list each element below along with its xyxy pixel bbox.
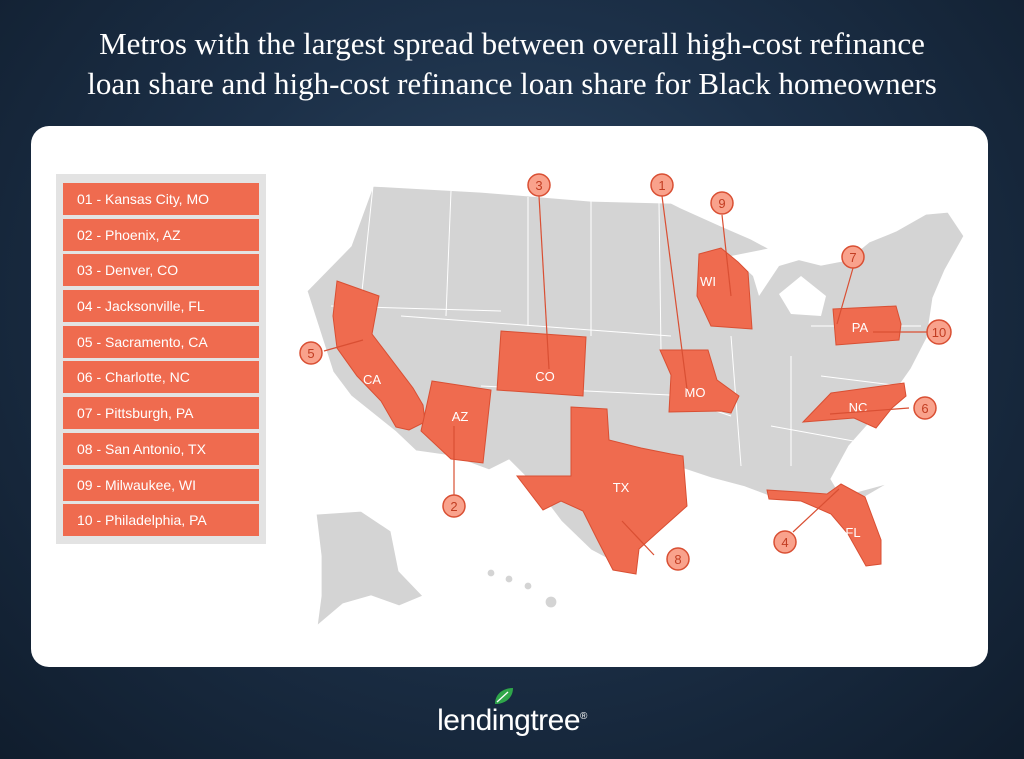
legend-item-9: 09 - Milwaukee, WI (63, 468, 259, 501)
hawaii-island-3 (523, 581, 533, 591)
hawaii-island-4 (544, 595, 558, 609)
alaska-shape (315, 510, 424, 627)
legend-item-2: 02 - Phoenix, AZ (63, 218, 259, 251)
title-line-1: Metros with the largest spread between o… (99, 26, 925, 61)
state-az (420, 380, 492, 464)
state-mo (659, 349, 740, 414)
marker-3-label: 3 (535, 178, 542, 193)
marker-1: 1 (650, 173, 674, 197)
lendingtree-logo: lendingtree® (0, 704, 1024, 738)
state-label-co: CO (535, 369, 555, 384)
legend-item-3: 03 - Denver, CO (63, 254, 259, 287)
marker-1-label: 1 (658, 178, 665, 193)
great-lakes (731, 244, 826, 316)
legend-item-7: 07 - Pittsburgh, PA (63, 397, 259, 430)
marker-9-label: 9 (718, 196, 725, 211)
marker-8: 8 (666, 547, 690, 571)
marker-5-label: 5 (307, 346, 314, 361)
legend-item-6: 06 - Charlotte, NC (63, 361, 259, 394)
marker-7: 7 (841, 245, 865, 269)
marker-6: 6 (913, 396, 937, 420)
state-label-mo: MO (685, 385, 706, 400)
state-label-wi: WI (700, 274, 716, 289)
marker-2-label: 2 (450, 499, 457, 514)
state-nc (801, 382, 907, 429)
marker-3: 3 (527, 173, 551, 197)
legend-item-10: 10 - Philadelphia, PA (63, 504, 259, 537)
legend-item-8: 08 - San Antonio, TX (63, 432, 259, 465)
state-ca (332, 280, 426, 431)
logo-text: lendingtree (437, 704, 581, 737)
state-tx (515, 406, 688, 575)
state-label-ca: CA (363, 372, 381, 387)
state-label-fl: FL (845, 525, 860, 540)
marker-4-label: 4 (781, 535, 788, 550)
marker-7-label: 7 (849, 250, 856, 265)
marker-8-label: 8 (674, 552, 681, 567)
state-wi (696, 247, 753, 330)
state-label-tx: TX (613, 480, 630, 495)
state-label-az: AZ (452, 409, 469, 424)
us-map: CA AZ CO TX MO WI PA NC FL 1 2 3 4 5 6 7… (299, 173, 965, 627)
marker-10: 10 (926, 319, 952, 345)
metro-legend: 01 - Kansas City, MO 02 - Phoenix, AZ 03… (56, 174, 266, 544)
legend-item-1: 01 - Kansas City, MO (63, 183, 259, 215)
leaf-icon (495, 688, 513, 704)
legend-item-5: 05 - Sacramento, CA (63, 325, 259, 358)
marker-9: 9 (710, 191, 734, 215)
map-card: 01 - Kansas City, MO 02 - Phoenix, AZ 03… (31, 126, 988, 667)
marker-6-label: 6 (921, 401, 928, 416)
marker-2: 2 (442, 494, 466, 518)
hawaii-island-2 (504, 574, 514, 584)
legend-item-4: 04 - Jacksonville, FL (63, 290, 259, 323)
title-line-2: loan share and high-cost refinance loan … (87, 66, 937, 101)
marker-4: 4 (773, 530, 797, 554)
state-co (496, 330, 587, 397)
marker-10-label: 10 (932, 325, 946, 340)
highlighted-states (332, 247, 907, 575)
state-label-pa: PA (852, 320, 869, 335)
state-fl (766, 483, 882, 567)
chart-title: Metros with the largest spread between o… (0, 24, 1024, 104)
logo-registered-mark: ® (580, 711, 587, 722)
hawaii-island-1 (486, 568, 496, 578)
marker-5: 5 (299, 341, 323, 365)
us-base-map (306, 185, 965, 627)
leader-lines (323, 195, 927, 556)
